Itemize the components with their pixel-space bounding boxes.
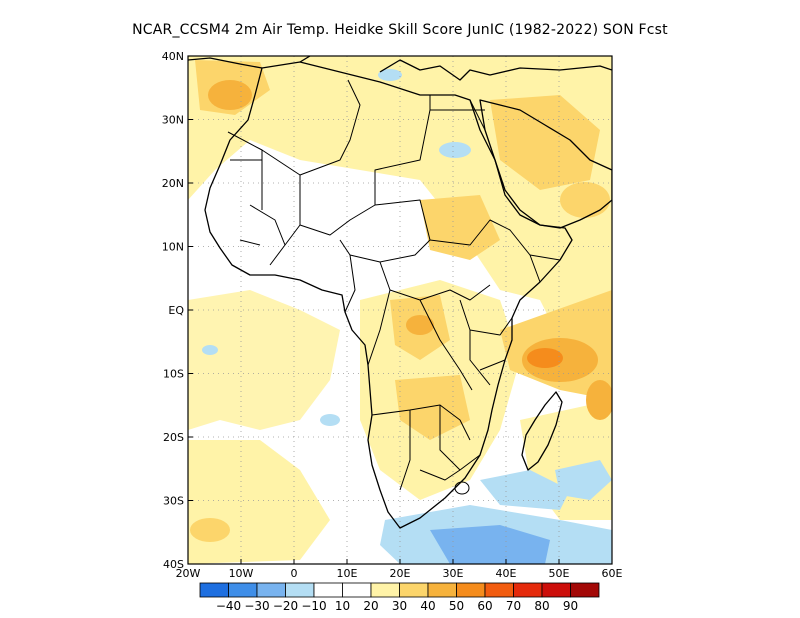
x-tick-label: 10W: [229, 567, 254, 580]
x-tick-label: 10E: [337, 567, 358, 580]
colorbar-swatch: [399, 582, 429, 598]
x-tick-label: 50E: [549, 567, 570, 580]
y-tick-label: 20N: [162, 177, 184, 190]
africa-coastline: [204, 61, 573, 529]
colorbar-label: 70: [506, 599, 521, 613]
colorbar-label: −40: [216, 599, 241, 613]
colorbar-swatch: [456, 582, 486, 598]
colorbar-label: −10: [301, 599, 326, 613]
europe-coastline: [188, 56, 612, 81]
x-tick-label: 0: [291, 567, 298, 580]
colorbar-swatch: [199, 582, 229, 598]
colorbar-label: 40: [420, 599, 435, 613]
colorbar-label: −20: [273, 599, 298, 613]
colorbar-label: 30: [392, 599, 407, 613]
y-tick-label: 10S: [163, 368, 184, 381]
colorbar-swatch: [342, 582, 372, 598]
y-tick-label: EQ: [168, 304, 184, 317]
y-tick-label: 20S: [163, 431, 184, 444]
x-tick-label: 40E: [496, 567, 517, 580]
colorbar-label: −30: [244, 599, 269, 613]
colorbar-labels: −40 −30 −20 −10 10 20 30 40 50 60 70 80 90: [216, 599, 578, 613]
colorbar-swatch: [513, 582, 543, 598]
coastlines: [188, 56, 612, 529]
gridlines: [188, 56, 612, 564]
colorbar-swatch: [541, 582, 571, 598]
colorbar-swatch: [570, 582, 600, 598]
colorbar-label: 50: [449, 599, 464, 613]
colorbar-swatch: [484, 582, 514, 598]
y-tick-label: 40S: [163, 558, 184, 571]
colorbar-label: 60: [477, 599, 492, 613]
colorbar-swatch: [228, 582, 258, 598]
colorbar-label: 90: [563, 599, 578, 613]
y-tick-label: 30N: [162, 114, 184, 127]
x-tick-label: 30E: [443, 567, 464, 580]
y-axis-labels: 40N 30N 20N 10N EQ 10S 20S 30S 40S: [162, 50, 185, 571]
colorbar-swatch: [256, 582, 286, 598]
y-tick-label: 10N: [162, 241, 184, 254]
y-tick-label: 30S: [163, 495, 184, 508]
colorbar-label: 20: [363, 599, 378, 613]
x-tick-label: 20E: [390, 567, 411, 580]
x-axis-labels: 20W 10W 0 10E 20E 30E 40E 50E 60E: [176, 567, 623, 580]
colorbar-swatch: [285, 582, 315, 598]
colorbar-label: 10: [335, 599, 350, 613]
colorbar-swatch: [313, 582, 343, 598]
tick-marks: [187, 55, 613, 565]
madagascar-coastline: [521, 391, 563, 471]
x-tick-label: 60E: [602, 567, 623, 580]
x-tick-label: 20W: [176, 567, 201, 580]
y-tick-label: 40N: [162, 50, 184, 63]
colorbar: [199, 582, 600, 598]
colorbar-swatch: [370, 582, 400, 598]
colorbar-swatch: [427, 582, 457, 598]
colorbar-label: 80: [534, 599, 549, 613]
map-title: NCAR_CCSM4 2m Air Temp. Heidke Skill Sco…: [132, 22, 668, 38]
country-borders: [227, 79, 561, 495]
arabia-coastline: [479, 99, 612, 229]
